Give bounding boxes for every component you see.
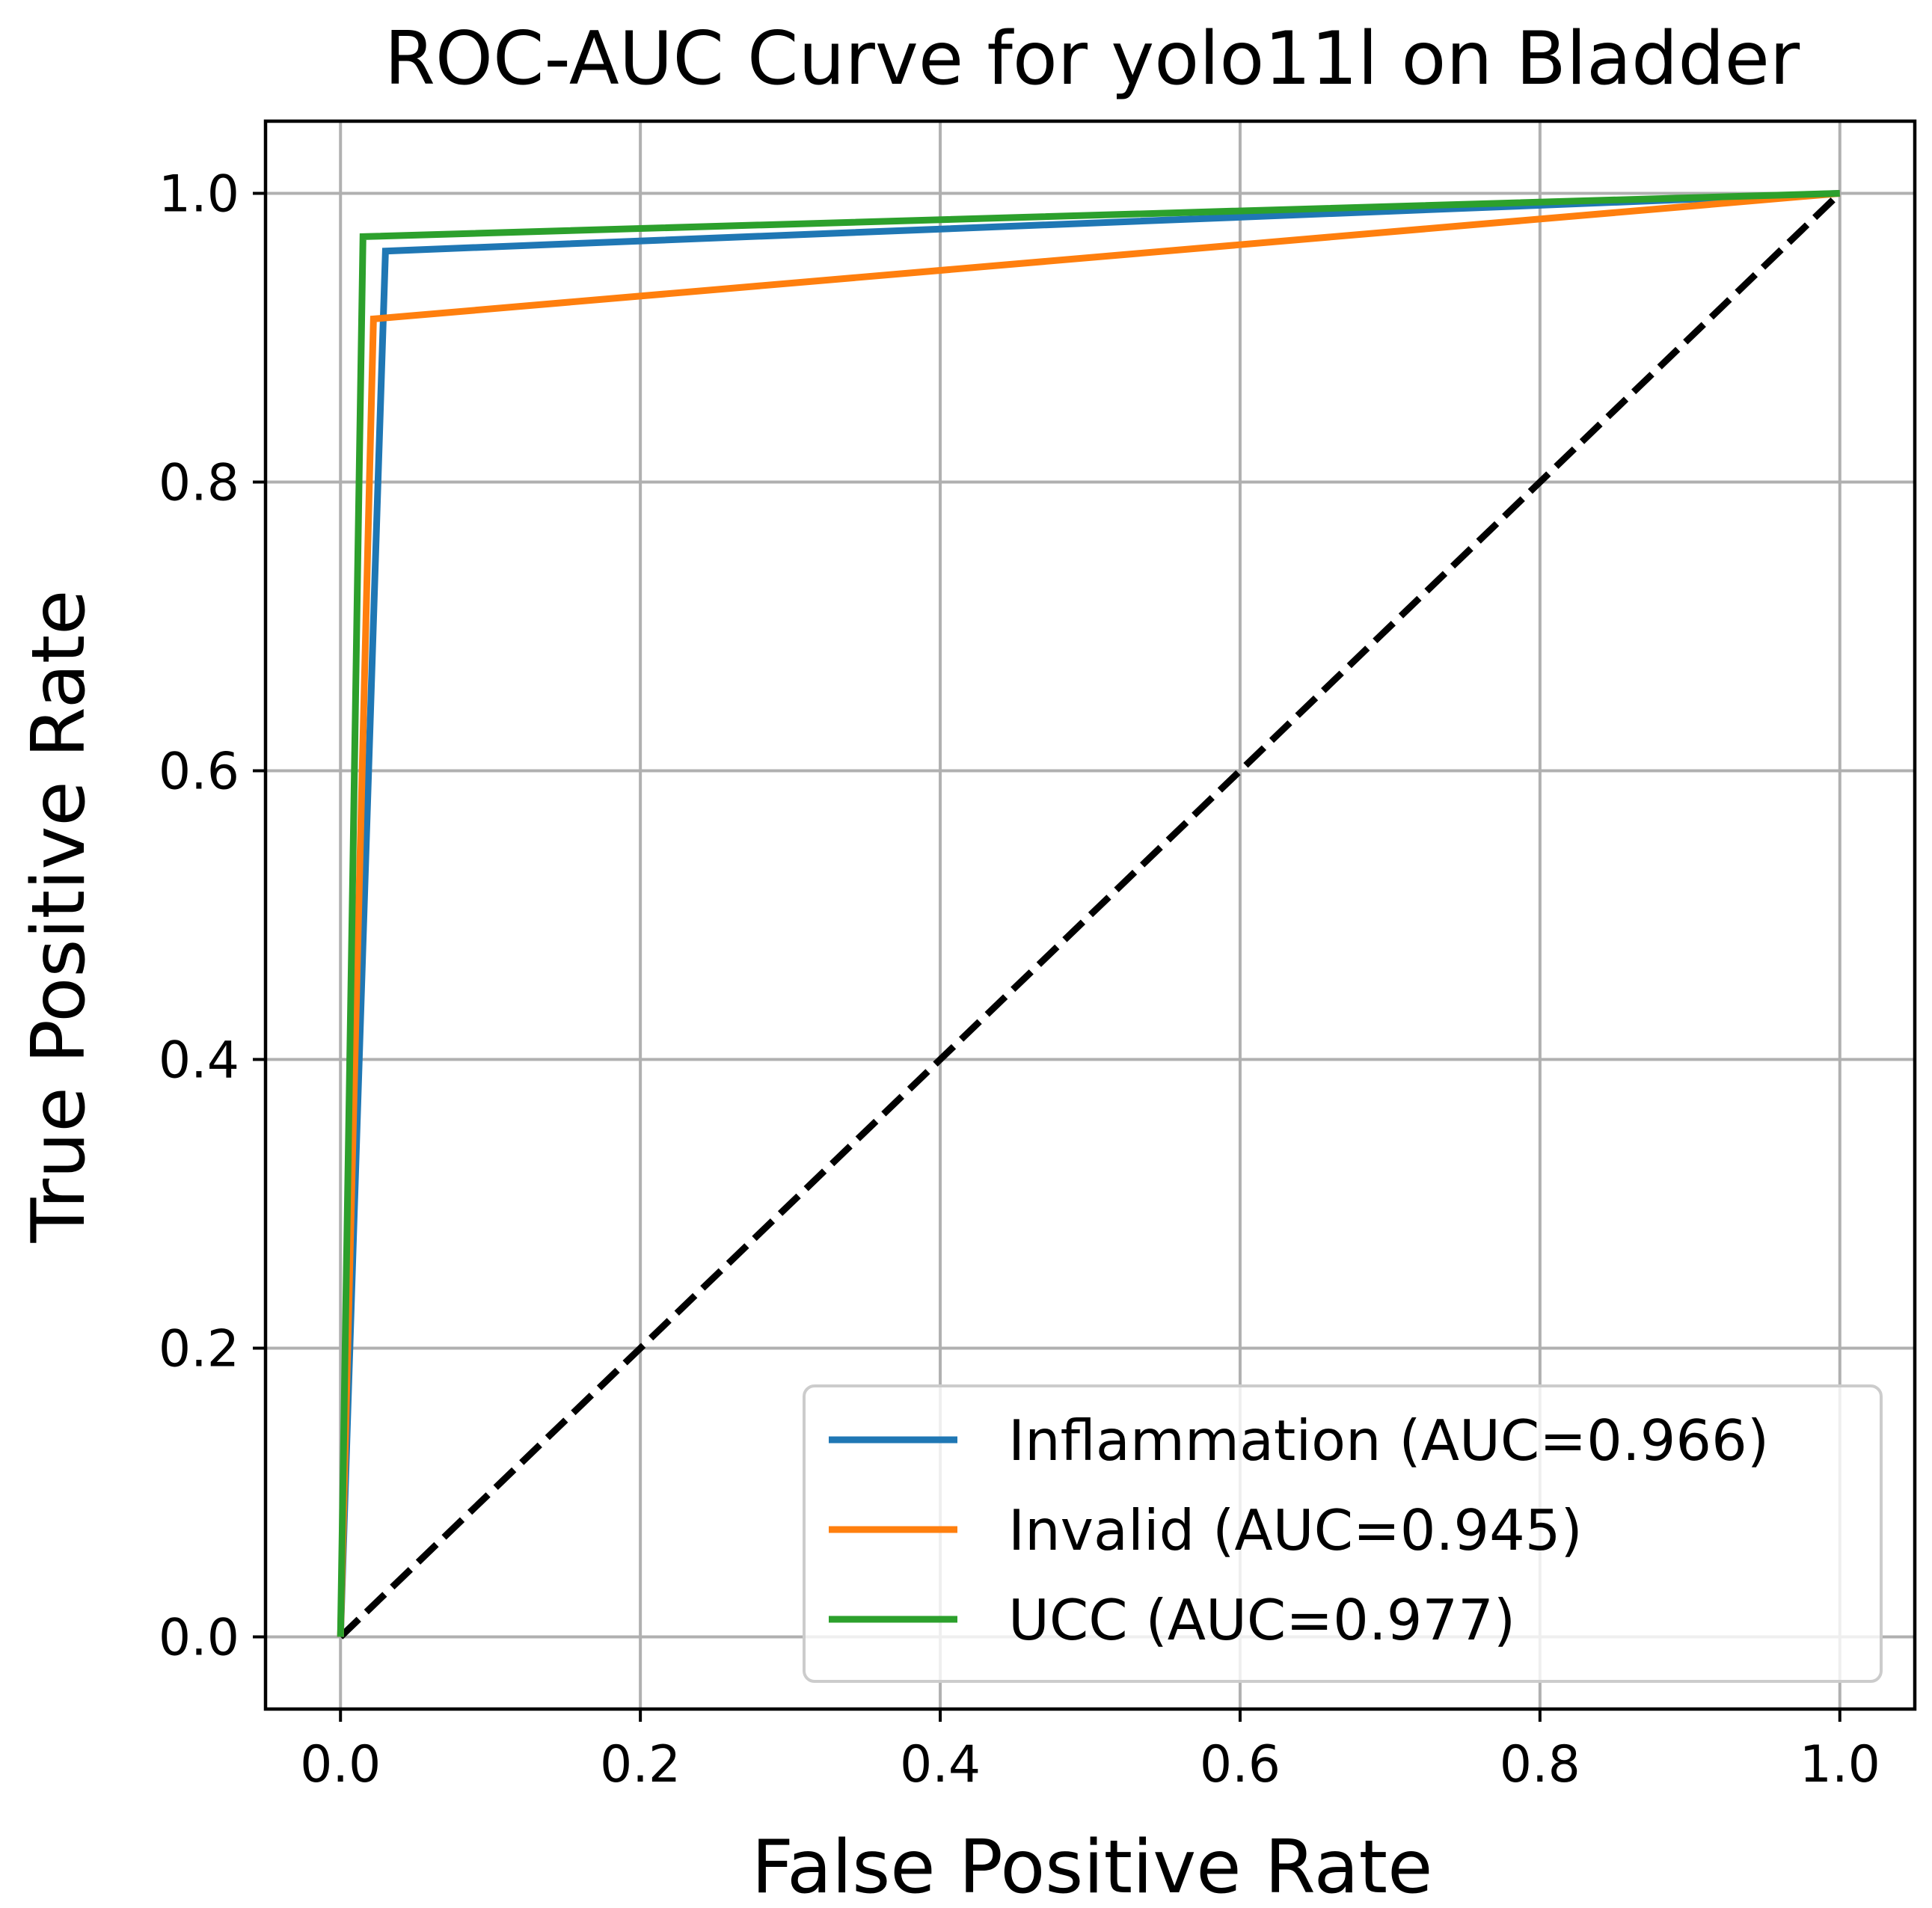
y-tick-label: 0.6 [159, 743, 239, 802]
roc-line-1 [337, 190, 1841, 1637]
reference-line-layer [338, 191, 1842, 1639]
roc-line-0 [337, 190, 1840, 1637]
y-tick-label: 1.0 [159, 165, 239, 224]
legend-label-0: Inflammation (AUC=0.966) [1008, 1408, 1769, 1473]
plot-frame [263, 119, 1917, 1711]
series-layer [337, 190, 1841, 1637]
legend: Inflammation (AUC=0.966) Invalid (AUC=0.9… [803, 1384, 1883, 1683]
x-axis-ticks: 0.0 0.2 0.4 0.6 0.8 1.0 [300, 1709, 1880, 1794]
legend-label-1: Invalid (AUC=0.945) [1008, 1497, 1583, 1563]
chart-title: ROC-AUC Curve for yolo11l on Bladder [384, 16, 1800, 102]
x-tick-label: 0.0 [300, 1735, 381, 1794]
chance-diagonal-line [338, 191, 1842, 1639]
y-tick-label: 0.4 [159, 1031, 239, 1090]
grid [266, 121, 1915, 1709]
y-tick-label: 0.2 [159, 1320, 239, 1379]
legend-label-2: UCC (AUC=0.977) [1008, 1587, 1515, 1653]
x-tick-label: 1.0 [1800, 1735, 1880, 1794]
y-tick-label: 0.0 [159, 1609, 239, 1668]
x-axis-label: False Positive Rate [752, 1825, 1433, 1908]
x-tick-label: 0.2 [600, 1735, 681, 1794]
y-axis-ticks: 0.0 0.2 0.4 0.6 0.8 1.0 [159, 165, 266, 1668]
y-axis-label: True Positive Rate [16, 590, 102, 1244]
x-tick-label: 0.6 [1200, 1735, 1281, 1794]
x-tick-label: 0.8 [1500, 1735, 1580, 1794]
legend-box [803, 1384, 1883, 1683]
y-tick-label: 0.8 [159, 454, 239, 513]
x-tick-label: 0.4 [900, 1735, 981, 1794]
roc-line-2 [337, 190, 1840, 1637]
